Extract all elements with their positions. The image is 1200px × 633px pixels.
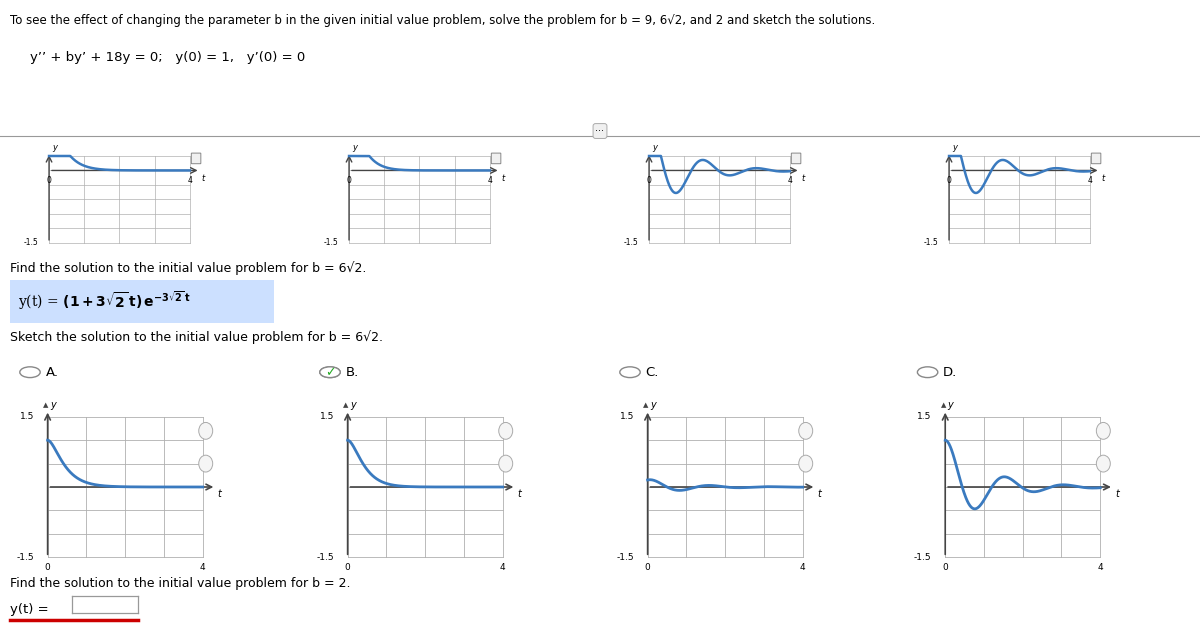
Text: 1.5: 1.5	[917, 412, 931, 422]
Text: -1.5: -1.5	[617, 553, 634, 561]
Text: Sketch the solution to the initial value problem for b = 6√2.: Sketch the solution to the initial value…	[10, 330, 383, 344]
FancyBboxPatch shape	[491, 153, 500, 164]
Text: Find the solution to the initial value problem for b = 6√2.: Find the solution to the initial value p…	[10, 261, 366, 275]
Text: -1.5: -1.5	[24, 238, 38, 248]
Text: B.: B.	[346, 366, 359, 379]
Text: y(t) = $\mathbf{(1+3\sqrt{2}\,t)\,e^{-3\sqrt{2}\,t}}$: y(t) = $\mathbf{(1+3\sqrt{2}\,t)\,e^{-3\…	[18, 289, 191, 312]
Text: ✓: ✓	[325, 366, 335, 379]
Circle shape	[499, 422, 512, 439]
Text: 4: 4	[1098, 563, 1103, 572]
Text: 4: 4	[500, 563, 505, 572]
Circle shape	[799, 455, 812, 472]
FancyBboxPatch shape	[191, 153, 200, 164]
Circle shape	[1097, 455, 1110, 472]
Text: 4: 4	[787, 176, 792, 185]
Text: y: y	[650, 400, 655, 410]
Text: 0: 0	[644, 563, 650, 572]
Text: -1.5: -1.5	[924, 238, 938, 248]
Text: y: y	[350, 400, 355, 410]
Text: Find the solution to the initial value problem for b = 2.: Find the solution to the initial value p…	[10, 577, 350, 591]
Text: 0: 0	[47, 176, 52, 185]
FancyBboxPatch shape	[791, 153, 800, 164]
Text: -1.5: -1.5	[914, 553, 931, 561]
Text: D.: D.	[943, 366, 958, 379]
Text: y: y	[948, 400, 953, 410]
Text: 1.5: 1.5	[319, 412, 334, 422]
Text: t: t	[202, 174, 204, 184]
Text: C.: C.	[646, 366, 659, 379]
Text: 4: 4	[1087, 176, 1092, 185]
Text: t: t	[502, 174, 504, 184]
Text: y’’ + by’ + 18y = 0;   y(0) = 1,   y’(0) = 0: y’’ + by’ + 18y = 0; y(0) = 1, y’(0) = 0	[30, 51, 305, 64]
Text: t: t	[802, 174, 804, 184]
Text: ···: ···	[595, 126, 605, 136]
Text: y: y	[50, 400, 55, 410]
Circle shape	[1097, 422, 1110, 439]
Text: t: t	[517, 489, 521, 499]
Circle shape	[799, 422, 812, 439]
Circle shape	[199, 422, 212, 439]
Text: 4: 4	[487, 176, 492, 185]
Text: y: y	[652, 143, 656, 152]
Text: A.: A.	[46, 366, 59, 379]
Text: 0: 0	[344, 563, 350, 572]
Text: t: t	[1115, 489, 1118, 499]
FancyBboxPatch shape	[1091, 153, 1100, 164]
Text: 4: 4	[800, 563, 805, 572]
Text: t: t	[217, 489, 221, 499]
Text: 4: 4	[187, 176, 192, 185]
Text: y: y	[352, 143, 356, 152]
Text: t: t	[1102, 174, 1104, 184]
Text: -1.5: -1.5	[17, 553, 34, 561]
Text: 0: 0	[942, 563, 948, 572]
Text: y: y	[952, 143, 956, 152]
Text: y(t) =: y(t) =	[10, 603, 48, 616]
Circle shape	[499, 455, 512, 472]
Text: t: t	[817, 489, 821, 499]
Text: ▲: ▲	[343, 403, 348, 408]
Text: 0: 0	[947, 176, 952, 185]
Text: 1.5: 1.5	[19, 412, 34, 422]
Circle shape	[199, 455, 212, 472]
Text: 0: 0	[347, 176, 352, 185]
Text: -1.5: -1.5	[624, 238, 638, 248]
Text: -1.5: -1.5	[324, 238, 338, 248]
Text: -1.5: -1.5	[317, 553, 334, 561]
Text: ▲: ▲	[941, 403, 946, 408]
Text: y: y	[52, 143, 56, 152]
Text: 0: 0	[44, 563, 50, 572]
Text: 4: 4	[200, 563, 205, 572]
Text: ▲: ▲	[43, 403, 48, 408]
Text: 0: 0	[647, 176, 652, 185]
Text: ▲: ▲	[643, 403, 648, 408]
Text: To see the effect of changing the parameter b in the given initial value problem: To see the effect of changing the parame…	[10, 14, 875, 27]
Text: 1.5: 1.5	[619, 412, 634, 422]
